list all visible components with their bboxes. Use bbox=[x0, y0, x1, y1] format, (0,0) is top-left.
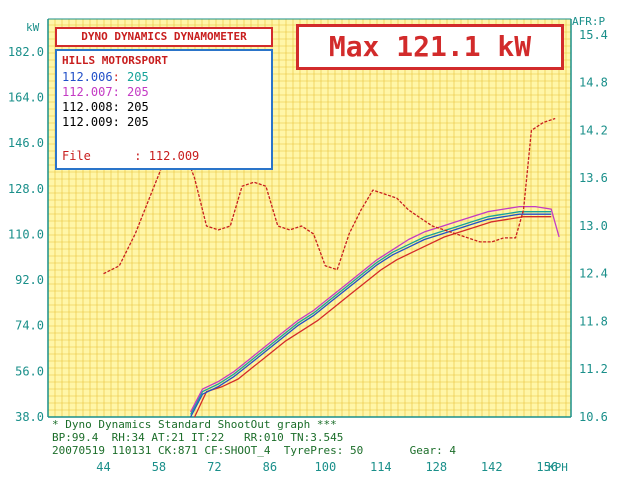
file-label: File bbox=[62, 149, 91, 163]
series-line-112-006 bbox=[194, 216, 552, 418]
series-line-112-007 bbox=[190, 213, 552, 418]
series-line-112-009 bbox=[190, 205, 560, 413]
shop-name: HILLS MOTORSPORT bbox=[62, 54, 168, 67]
y-tick-label: 56.0 bbox=[15, 364, 44, 378]
y-tick-label: 38.0 bbox=[15, 410, 44, 424]
legend-run-value: 205 bbox=[127, 85, 149, 99]
series-layer bbox=[103, 117, 560, 418]
file-value: 112.009 bbox=[148, 149, 200, 163]
footer-line-3: 20070519 110131 CK:871 CF:SHOOT_4 TyrePr… bbox=[52, 444, 456, 457]
tick-labels: 38.0 56.0 74.0 92.0 110.0 128.0 146.0 164.0 182.… bbox=[8, 28, 608, 474]
x-tick-label: 156 bbox=[536, 460, 558, 474]
y-tick-label: 146.0 bbox=[8, 136, 44, 150]
y2-axis-label: AFR:P bbox=[572, 15, 605, 28]
x-tick-label: 128 bbox=[425, 460, 447, 474]
y-tick-label: 128.0 bbox=[8, 182, 44, 196]
x-tick-label: 142 bbox=[481, 460, 503, 474]
y-tick-label: 92.0 bbox=[15, 273, 44, 287]
legend-run-value: 205 bbox=[127, 70, 149, 84]
y2-tick-label: 10.6 bbox=[579, 410, 608, 424]
legend-run-value: 205 bbox=[127, 115, 149, 129]
y2-tick-label: 12.4 bbox=[579, 267, 608, 281]
axes bbox=[47, 18, 572, 418]
legend-run-id: 112.009 bbox=[62, 115, 113, 129]
legend-run-2: 112.007: 205 bbox=[62, 85, 149, 99]
max-power-badge: Max 121.1 kW bbox=[296, 24, 564, 70]
y2-tick-label: 14.8 bbox=[579, 76, 608, 90]
legend-run-3: 112.008: 205 bbox=[62, 100, 149, 114]
legend-run-value: 205 bbox=[127, 100, 149, 114]
x-tick-label: 114 bbox=[370, 460, 392, 474]
series-line-112-008 bbox=[190, 211, 552, 415]
legend: HILLS MOTORSPORT 112.006: 205 112.007: 2… bbox=[55, 49, 273, 170]
legend-run-4: 112.009: 205 bbox=[62, 115, 149, 129]
x-tick-label: 100 bbox=[315, 460, 337, 474]
x-tick-label: 86 bbox=[263, 460, 277, 474]
footer-line-1: * Dyno Dynamics Standard ShootOut graph … bbox=[52, 418, 337, 431]
x-tick-label: 58 bbox=[152, 460, 166, 474]
y2-tick-label: 14.2 bbox=[579, 123, 608, 137]
series-line-afr bbox=[103, 117, 556, 275]
y-axis-label: kW bbox=[26, 21, 40, 34]
x-tick-label: 44 bbox=[96, 460, 110, 474]
y-tick-label: 74.0 bbox=[15, 319, 44, 333]
y2-tick-label: 11.2 bbox=[579, 362, 608, 376]
y-tick-label: 110.0 bbox=[8, 227, 44, 241]
y-tick-label: 164.0 bbox=[8, 91, 44, 105]
legend-file: File : 112.009 bbox=[62, 149, 200, 163]
legend-run-1: 112.006: 205 bbox=[62, 70, 149, 84]
legend-run-id: 112.006 bbox=[62, 70, 113, 84]
y2-tick-label: 11.8 bbox=[579, 314, 608, 328]
y-tick-label: 182.0 bbox=[8, 45, 44, 59]
y2-tick-label: 15.4 bbox=[579, 28, 608, 42]
y2-tick-label: 13.0 bbox=[579, 219, 608, 233]
footer-line-2: BP:99.4 RH:34 AT:21 IT:22 RR:010 TN:3.54… bbox=[52, 431, 344, 444]
y2-tick-label: 13.6 bbox=[579, 171, 608, 185]
x-axis-label: KPH bbox=[548, 461, 568, 474]
chart-title: DYNO DYNAMICS DYNAMOMETER bbox=[55, 27, 273, 47]
legend-run-id: 112.008 bbox=[62, 100, 113, 114]
x-tick-label: 72 bbox=[207, 460, 221, 474]
legend-run-id: 112.007 bbox=[62, 85, 113, 99]
